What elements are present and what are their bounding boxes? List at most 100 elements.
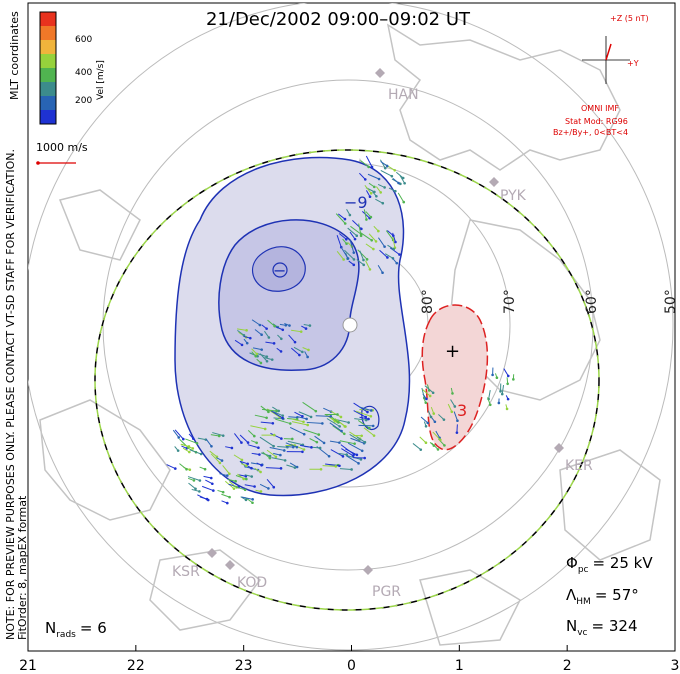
velocity-vector — [188, 482, 196, 490]
velocity-vector — [172, 429, 180, 438]
velocity-vector — [270, 410, 283, 419]
velocity-vector-dot — [315, 440, 319, 444]
velocity-vector-dot — [425, 397, 428, 401]
velocity-vector — [303, 429, 319, 436]
velocity-vector-dot — [426, 421, 430, 425]
velocity-vector-dot — [243, 488, 247, 492]
velocity-vector-dot — [370, 165, 374, 169]
velocity-vector-dot — [281, 414, 285, 417]
velocity-vector-dot — [360, 227, 363, 231]
mlt-tick-label: 1 — [455, 658, 464, 674]
velocity-vector-dot — [302, 420, 305, 424]
velocity-vector-dot — [344, 237, 348, 241]
velocity-vector-dot — [314, 409, 318, 413]
velocity-vector-dot — [360, 434, 363, 438]
velocity-vector — [247, 429, 255, 437]
velocity-vector-dot — [450, 410, 454, 414]
velocity-vector-dot — [369, 191, 373, 195]
velocity-vector — [234, 339, 243, 346]
velocity-vector-dot — [221, 490, 225, 494]
stat-phi: Φpc = 25 kV — [566, 554, 653, 575]
velocity-vector — [179, 463, 187, 470]
velocity-vector-dot — [318, 446, 322, 450]
velocity-vector — [289, 426, 305, 435]
velocity-vector — [347, 442, 363, 452]
velocity-vector-dot — [368, 195, 372, 199]
velocity-vector-dot — [253, 485, 256, 488]
velocity-vector — [412, 443, 422, 451]
velocity-vector-dot — [265, 327, 268, 330]
velocity-vector-dot — [336, 413, 339, 416]
velocity-vector — [329, 422, 342, 432]
velocity-vector-dot — [191, 437, 195, 440]
velocity-vector-dot — [188, 468, 192, 472]
velocity-vector-dot — [424, 401, 428, 404]
velocity-vector — [419, 436, 427, 444]
velocity-vector-dot — [352, 453, 356, 456]
velocity-vector — [270, 432, 282, 440]
mlt-tick-label: 2 — [563, 658, 572, 674]
velocity-vector-dot — [357, 462, 360, 465]
velocity-vector-dot — [293, 340, 297, 344]
velocity-vector-dot — [436, 448, 440, 451]
velocity-vector — [306, 421, 323, 424]
velocity-vector-dot — [369, 414, 373, 418]
colorbar-segment — [40, 12, 56, 26]
velocity-vector-dot — [254, 354, 258, 358]
velocity-vector — [349, 239, 355, 253]
velocity-vector — [377, 264, 383, 273]
velocity-vector — [254, 414, 267, 419]
velocity-vector-dot — [370, 238, 373, 242]
velocity-vector — [340, 444, 355, 455]
station-ksr-label: KSR — [172, 564, 200, 580]
velocity-vector-dot — [277, 409, 280, 413]
velocity-vector-dot — [439, 438, 442, 442]
velocity-vector-dot — [265, 355, 269, 358]
velocity-vector-dot — [339, 415, 343, 419]
velocity-vector — [365, 243, 374, 250]
velocity-vector-dot — [383, 166, 387, 170]
velocity-vector-dot — [281, 416, 284, 420]
velocity-vector — [237, 328, 247, 331]
imf-vector — [605, 43, 612, 61]
velocity-vector — [259, 483, 269, 489]
velocity-vector-dot — [432, 412, 436, 415]
velocity-vector-dot — [242, 333, 246, 337]
velocity-vector-dot — [363, 440, 367, 444]
velocity-vector — [501, 385, 505, 395]
velocity-vector-dot — [334, 465, 338, 468]
velocity-vector — [453, 411, 458, 421]
velocity-vector — [350, 225, 362, 235]
velocity-vector-dot — [199, 452, 203, 456]
colorbar-label: Vel [m/s] — [96, 60, 106, 100]
velocity-vector-dot — [234, 479, 237, 483]
velocity-vector — [379, 249, 388, 258]
velocity-vector-dot — [365, 218, 368, 221]
station-ker-marker — [554, 443, 564, 453]
velocity-vector — [267, 319, 275, 327]
velocity-vector — [260, 421, 273, 424]
velocity-vector-dot — [279, 467, 283, 470]
velocity-vector-dot — [379, 191, 383, 194]
velocity-vector-dot — [230, 446, 234, 450]
stat-nvc: Nvc = 324 — [566, 617, 637, 638]
velocity-vector — [389, 247, 400, 255]
velocity-vector — [205, 479, 213, 485]
velocity-vector-dot — [259, 470, 262, 474]
velocity-vector-dot — [272, 444, 275, 448]
velocity-vector-dot — [221, 434, 225, 437]
velocity-vector — [314, 435, 325, 444]
color-bar — [39, 11, 57, 125]
velocity-vector-dot — [265, 416, 268, 420]
velocity-vector — [288, 334, 296, 343]
velocity-vector — [210, 453, 221, 464]
polar-grid: − + HAN PYK KER PGR KOD KSR 80° 70° 60° … — [28, 3, 675, 651]
velocity-vector-dot — [291, 445, 295, 449]
velocity-vector — [322, 465, 336, 467]
velocity-vector-dot — [431, 391, 435, 395]
mlt-tick-label: 22 — [127, 658, 145, 674]
colorbar-segment — [40, 82, 56, 96]
velocity-vector-dot — [505, 407, 509, 411]
stats-panel: Φpc = 25 kV ΛHM = 57° Nvc = 324 Nrads = 6 — [45, 554, 653, 640]
hm-boundary — [94, 149, 600, 611]
